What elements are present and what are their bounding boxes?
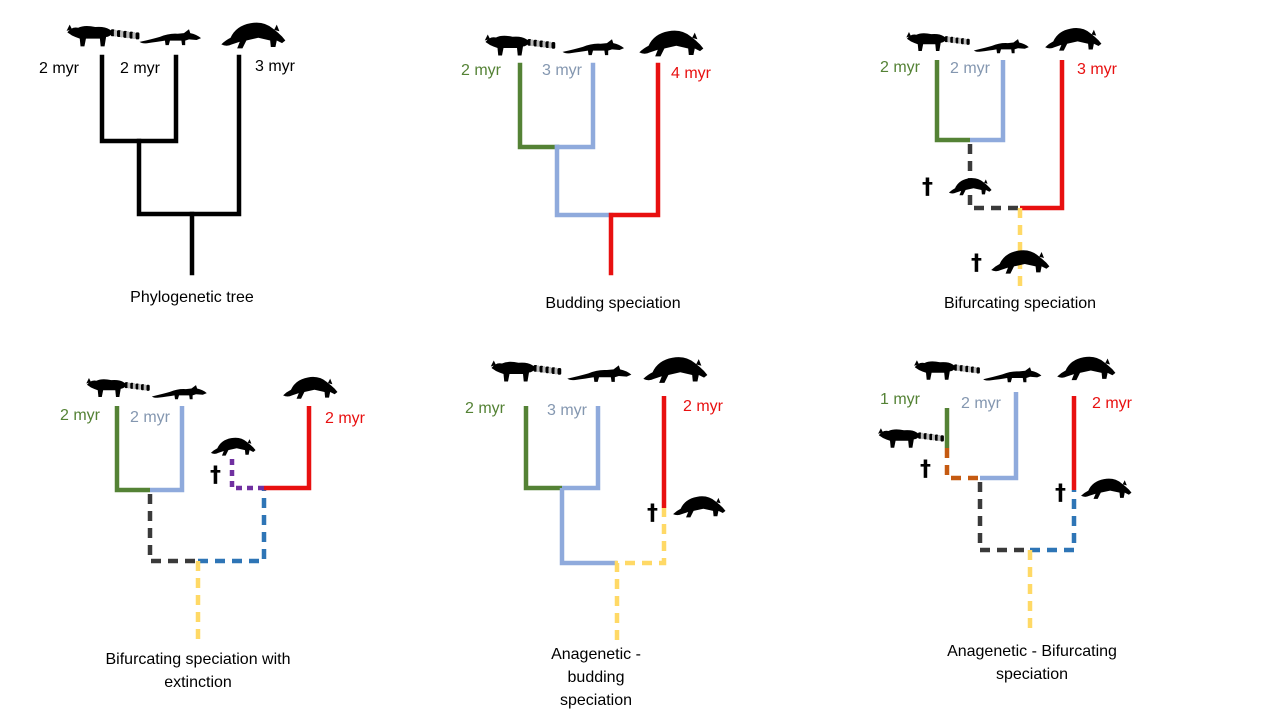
branch-length-label: 2 myr	[39, 60, 80, 77]
branch-purple-dotted	[229, 458, 264, 491]
branch-light-blue	[150, 406, 185, 493]
branch-green	[517, 62, 560, 150]
extinct-animal-silhouette-icon	[1081, 478, 1132, 499]
extinct-animal-silhouette-icon	[210, 437, 256, 456]
branch-dark-dashed	[147, 494, 198, 564]
raccoon-silhouette-icon	[86, 378, 150, 397]
branch-dark-dashed	[977, 482, 1030, 553]
branch-steel-blue-dashed	[1030, 490, 1077, 553]
bear-silhouette-icon	[639, 30, 704, 57]
dagger-icon: †	[922, 175, 933, 200]
branch-species-3	[136, 54, 242, 217]
panel-caption: Anagenetic - Bifurcating speciation	[947, 643, 1117, 683]
branch-green	[523, 406, 562, 491]
panel-caption: Bifurcating speciation with extinction	[105, 651, 291, 691]
coati-silhouette-icon	[567, 365, 632, 382]
dagger-icon: †	[647, 501, 658, 526]
bear-silhouette-icon	[283, 376, 338, 399]
dagger-icon: †	[1055, 481, 1066, 506]
branch-length-label: 3 myr	[547, 402, 588, 419]
coati-silhouette-icon	[562, 39, 625, 56]
branch-light-blue	[970, 60, 1006, 143]
branch-length-label: 2 myr	[465, 400, 506, 417]
coati-silhouette-icon	[983, 367, 1042, 383]
dagger-icon: †	[971, 251, 982, 276]
dagger-icon: †	[210, 463, 221, 488]
branch-green	[114, 406, 150, 493]
bear-silhouette-icon	[1045, 28, 1102, 51]
branch-steel-blue-dashed	[198, 488, 267, 564]
panel-anagenetic-budding	[523, 396, 667, 640]
extinct-animal-silhouette-icon	[673, 496, 726, 518]
branch-light-blue	[980, 392, 1019, 481]
branch-length-label: 2 myr	[950, 60, 991, 77]
raccoon-silhouette-icon	[490, 360, 562, 382]
branch-length-label: 2 myr	[325, 410, 366, 427]
panel-bifurcating-speciation	[934, 60, 1065, 286]
panel-caption: Anagenetic - budding speciation	[551, 646, 641, 709]
branch-red	[1020, 60, 1065, 211]
raccoon-silhouette-icon	[66, 24, 140, 47]
extinct-animal-silhouette-icon	[948, 178, 992, 196]
raccoon-silhouette-icon	[878, 428, 944, 448]
panel-anagenetic-bifurcating	[944, 392, 1077, 632]
branch-light-blue-lower	[559, 488, 617, 566]
branch-light-blue-upper	[562, 406, 601, 491]
raccoon-silhouette-icon	[484, 34, 556, 56]
branch-orange-dashed	[944, 448, 980, 481]
panel-caption: Budding speciation	[545, 295, 681, 312]
branch-light-blue-upper	[554, 62, 596, 150]
branch-length-label: 2 myr	[961, 395, 1002, 412]
branch-dark-dashed	[967, 144, 1020, 211]
panel-caption: Bifurcating speciation	[943, 295, 1097, 312]
branch-length-label: 3 myr	[1077, 61, 1118, 78]
bear-silhouette-icon	[221, 22, 286, 49]
branch-length-label: 2 myr	[461, 62, 502, 79]
extinct-animal-silhouette-icon	[991, 250, 1050, 274]
branch-yellow-dashed	[614, 508, 667, 640]
bear-silhouette-icon	[643, 357, 708, 383]
panel-phylogenetic-tree	[99, 54, 242, 276]
branch-length-label: 2 myr	[1092, 395, 1133, 412]
branch-length-label: 2 myr	[130, 409, 171, 426]
raccoon-silhouette-icon	[906, 32, 970, 51]
branch-red	[608, 62, 661, 276]
branch-red	[264, 406, 312, 491]
branch-length-label: 4 myr	[671, 65, 712, 82]
coati-silhouette-icon	[151, 385, 207, 400]
branch-length-label: 3 myr	[255, 58, 296, 75]
panel-bifurcating-extinction	[114, 406, 312, 640]
coati-silhouette-icon	[973, 39, 1029, 54]
branch-length-label: 2 myr	[683, 398, 724, 415]
dagger-icon: †	[920, 457, 931, 482]
branch-length-label: 2 myr	[880, 59, 921, 76]
branch-length-label: 2 myr	[60, 407, 101, 424]
panel-caption: Phylogenetic tree	[130, 289, 254, 306]
branch-length-label: 2 myr	[120, 60, 161, 77]
branch-length-label: 3 myr	[542, 62, 583, 79]
raccoon-silhouette-icon	[914, 360, 980, 380]
panel-budding-speciation	[517, 62, 661, 276]
branch-light-blue-lower	[554, 144, 614, 218]
branch-length-label: 1 myr	[880, 391, 921, 408]
branch-green	[934, 60, 970, 143]
bear-silhouette-icon	[1057, 356, 1116, 381]
coati-silhouette-icon	[139, 29, 202, 46]
